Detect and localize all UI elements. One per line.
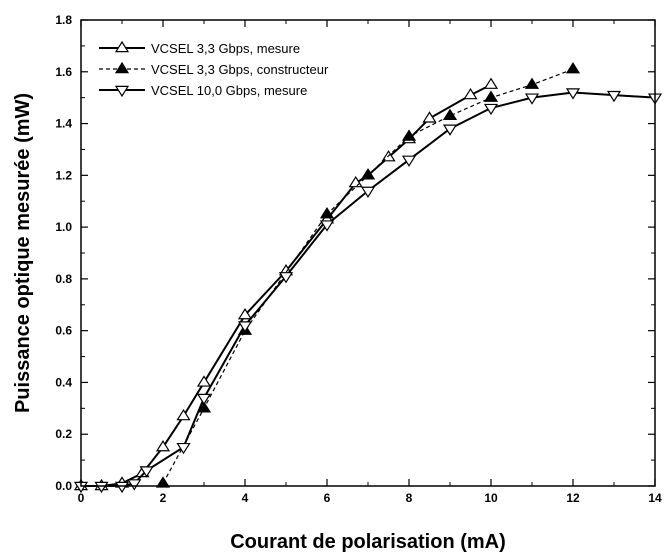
data-point [155,476,171,488]
y-tick-label: 0.4 [55,375,72,389]
series-line [162,68,574,484]
x-axis-title: Courant de polarisation (mA) [230,531,506,553]
x-tick-label: 6 [324,491,331,505]
data-point [176,408,191,421]
data-point [114,481,130,494]
legend: VCSEL 3,3 Gbps, mesure VCSEL 3,3 Gbps, co… [99,40,329,98]
y-tick-label: 0.0 [55,479,72,493]
x-tick-label: 2 [160,491,167,505]
data-point [155,440,171,452]
data-point [483,103,499,116]
data-point [196,393,212,406]
data-point [442,108,458,120]
series-3 [73,88,663,494]
data-point [524,77,540,89]
y-tick-label: 1.8 [55,13,72,27]
y-tick-label: 1.2 [55,168,72,182]
data-point [237,321,253,333]
data-point [319,220,335,232]
data-point [127,479,142,491]
x-tick-label: 0 [78,491,85,505]
data-point [483,77,499,89]
x-tick-label: 12 [566,491,580,505]
plot-area-frame [80,19,656,487]
data-point [278,272,294,284]
y-tick-label: 1.0 [55,220,72,234]
data-point [463,87,478,100]
data-point [524,93,540,105]
x-tick-label: 4 [242,491,249,505]
data-point [565,62,581,74]
y-tick-label: 0.8 [55,272,72,286]
x-tick-label: 8 [406,491,413,505]
data-point [422,111,437,123]
data-point [565,88,581,100]
x-tick-label: 10 [484,491,498,505]
y-tick-label: 0.2 [55,427,72,441]
legend-label: VCSEL 3,3 Gbps, constructeur [151,62,329,77]
data-point [483,90,499,102]
plot-series [73,62,663,494]
series-line [81,91,656,487]
data-point [360,168,376,180]
legend-marker [114,61,130,74]
series-2 [155,62,581,488]
data-point [401,155,417,167]
data-point [360,186,376,199]
data-point [139,466,154,478]
axis-ticks: 0 2 4 6 8 10 12 14 0.0 0.2 0.4 0.6 0.8 1.0 1.2 1.4 1.6 1.… [55,13,662,505]
legend-label: VCSEL 10,0 Gbps, mesure [151,83,307,98]
data-point [237,307,253,320]
y-tick-label: 0.6 [55,324,72,338]
legend-marker [114,85,130,98]
data-point [176,442,191,455]
legend-label: VCSEL 3,3 Gbps, mesure [151,41,300,56]
y-tick-label: 1.6 [55,65,72,79]
data-point [319,207,335,219]
legend-marker [114,40,130,53]
y-tick-label: 1.4 [55,117,72,131]
x-tick-label: 14 [648,491,662,505]
data-point [348,175,363,188]
data-point [401,129,417,141]
y-axis-title: Puissance optique mesurée (mW) [12,93,34,413]
data-point [196,375,212,387]
data-point [442,124,458,136]
data-point [94,481,109,494]
data-point [606,90,622,103]
